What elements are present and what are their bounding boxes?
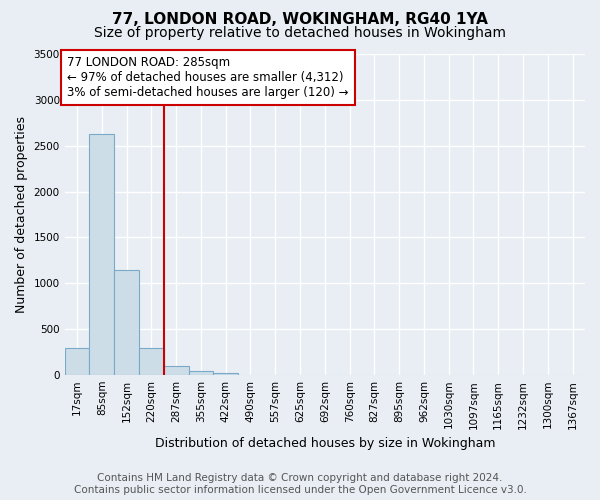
Bar <box>89 134 114 375</box>
Bar <box>139 348 164 375</box>
Bar <box>214 373 238 375</box>
Text: 77 LONDON ROAD: 285sqm
← 97% of detached houses are smaller (4,312)
3% of semi-d: 77 LONDON ROAD: 285sqm ← 97% of detached… <box>67 56 349 98</box>
X-axis label: Distribution of detached houses by size in Wokingham: Distribution of detached houses by size … <box>155 437 495 450</box>
Text: Contains HM Land Registry data © Crown copyright and database right 2024.
Contai: Contains HM Land Registry data © Crown c… <box>74 474 526 495</box>
Bar <box>114 270 139 375</box>
Text: 77, LONDON ROAD, WOKINGHAM, RG40 1YA: 77, LONDON ROAD, WOKINGHAM, RG40 1YA <box>112 12 488 28</box>
Bar <box>188 371 214 375</box>
Bar <box>65 348 89 375</box>
Y-axis label: Number of detached properties: Number of detached properties <box>15 116 28 313</box>
Bar <box>164 366 188 375</box>
Text: Size of property relative to detached houses in Wokingham: Size of property relative to detached ho… <box>94 26 506 40</box>
